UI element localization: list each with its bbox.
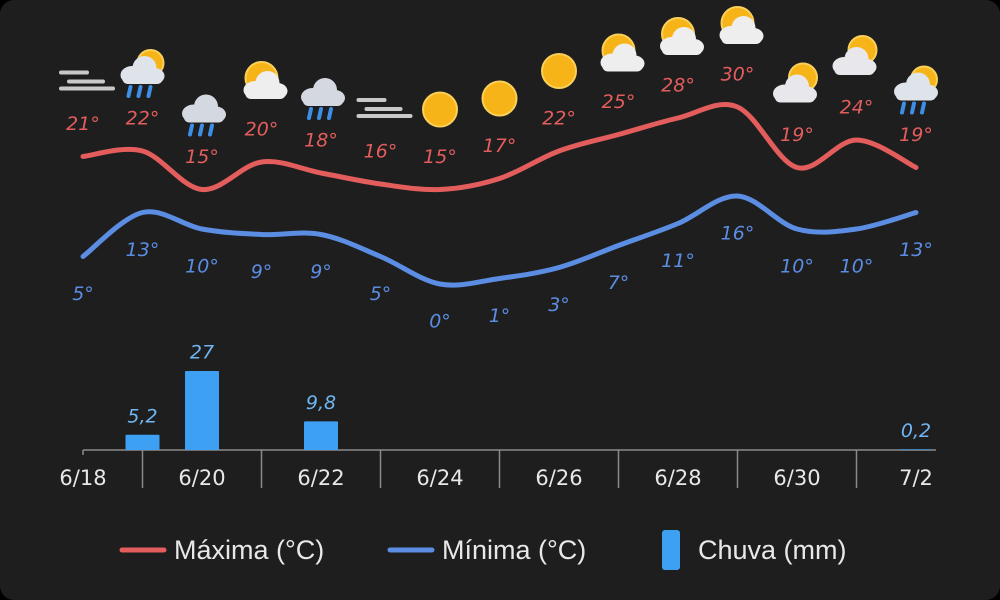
icon-sun [422,91,458,128]
data-label: 9° [251,261,273,283]
legend-label: Chuva (mm) [698,535,847,565]
weather-icons [59,6,938,137]
x-tick-label: 6/20 [178,466,225,490]
bar [304,421,338,450]
bar [185,371,219,450]
data-label: 17° [483,135,517,157]
data-label: 19° [899,124,933,146]
icon-rain [327,107,333,120]
data-label: 15° [185,146,219,168]
x-tick-label: 6/26 [535,466,582,490]
data-label: 10° [185,256,219,278]
icon-rain [188,123,194,137]
icon-rain [136,85,143,98]
data-label: 15° [423,146,457,168]
x-tick-label: 6/18 [59,466,106,490]
bar [125,434,160,450]
icon-cloud [602,60,643,72]
data-label: 25° [602,91,636,113]
data-label: 16° [721,223,755,245]
x-tick-label: 7/2 [899,466,933,490]
data-label: 10° [840,256,874,278]
bar [899,449,933,450]
data-label: 13° [126,239,160,261]
icon-cloud [303,95,343,106]
icon-rain [198,123,204,137]
data-label: 11° [661,250,695,272]
legend-swatch [662,530,680,570]
icon-cloud [662,44,702,55]
data-label: 28° [661,75,695,97]
data-label: 27 [190,342,214,364]
data-label: 18° [304,130,338,152]
icon-sun [481,80,518,117]
data-label: 21° [66,113,100,135]
legend-label: Máxima (°C) [174,535,324,565]
data-label: 9,8 [306,392,336,414]
line [80,102,919,193]
icon-cloud [834,64,875,75]
icon-rain [910,101,916,115]
data-label: 20° [245,119,279,141]
icon-rain [307,107,313,120]
x-tick-label: 6/22 [297,466,344,490]
x-tick-label: 6/28 [654,466,701,490]
data-label: 3° [548,294,570,316]
data-label: 30° [721,64,755,86]
icon-sun [541,53,577,89]
icon-cloud [721,33,762,44]
legend-label: Mínima (°C) [442,535,586,565]
x-tick-label: 6/24 [416,466,463,490]
icon-rain [126,85,133,98]
data-label: 9° [310,261,332,283]
data-label: 10° [780,256,814,278]
data-label: 19° [780,124,814,146]
icon-rain [900,101,906,115]
icon-cloud [245,88,286,99]
data-label: 0,2 [901,420,931,442]
line [80,193,919,288]
icon-rain [920,101,926,115]
data-label: 24° [840,97,874,119]
data-label: 16° [364,141,398,163]
icon-cloud [184,111,224,123]
data-label: 0° [429,311,451,333]
icon-rain [208,123,214,137]
icon-cloud [122,73,163,84]
data-label: 7° [608,272,630,294]
data-label: 22° [542,108,576,130]
data-label: 22° [126,108,160,130]
data-label: 1° [489,305,511,327]
x-tick-label: 6/30 [773,466,820,490]
data-label: 5° [370,283,392,305]
data-label: 5,2 [127,405,157,427]
data-label: 13° [899,239,933,261]
data-label: 5° [72,283,94,305]
icon-cloud [896,89,936,101]
icon-rain [146,85,153,98]
icon-rain [317,107,323,120]
icon-cloud [775,91,815,103]
